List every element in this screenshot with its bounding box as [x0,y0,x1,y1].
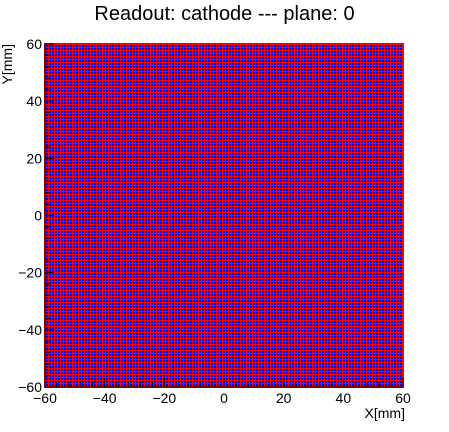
y-tick-label: −60 [18,379,42,395]
y-tick-label: 40 [26,93,42,109]
x-tick-label: 60 [395,390,411,406]
x-tick-label: −40 [93,390,117,406]
x-tick-label: 40 [336,390,352,406]
y-tick-label: −40 [18,322,42,338]
x-tick-label: −20 [152,390,176,406]
y-axis-label: Y[mm] [0,44,15,84]
y-tick-label: −20 [18,265,42,281]
x-axis-label: X[mm] [365,405,405,421]
readout-pixel-area [45,44,403,387]
x-tick-label: 20 [276,390,292,406]
x-tick-label: 0 [220,390,228,406]
y-tick-label: 20 [26,150,42,166]
chart-title: Readout: cathode --- plane: 0 [94,3,355,25]
y-tick-label: 60 [26,36,42,52]
y-tick-label: 0 [34,208,42,224]
x-tick-label: −60 [33,390,57,406]
axes: −60 −40 −20 0 20 40 60 −60 −40 −20 0 20 40 60 [18,36,411,406]
